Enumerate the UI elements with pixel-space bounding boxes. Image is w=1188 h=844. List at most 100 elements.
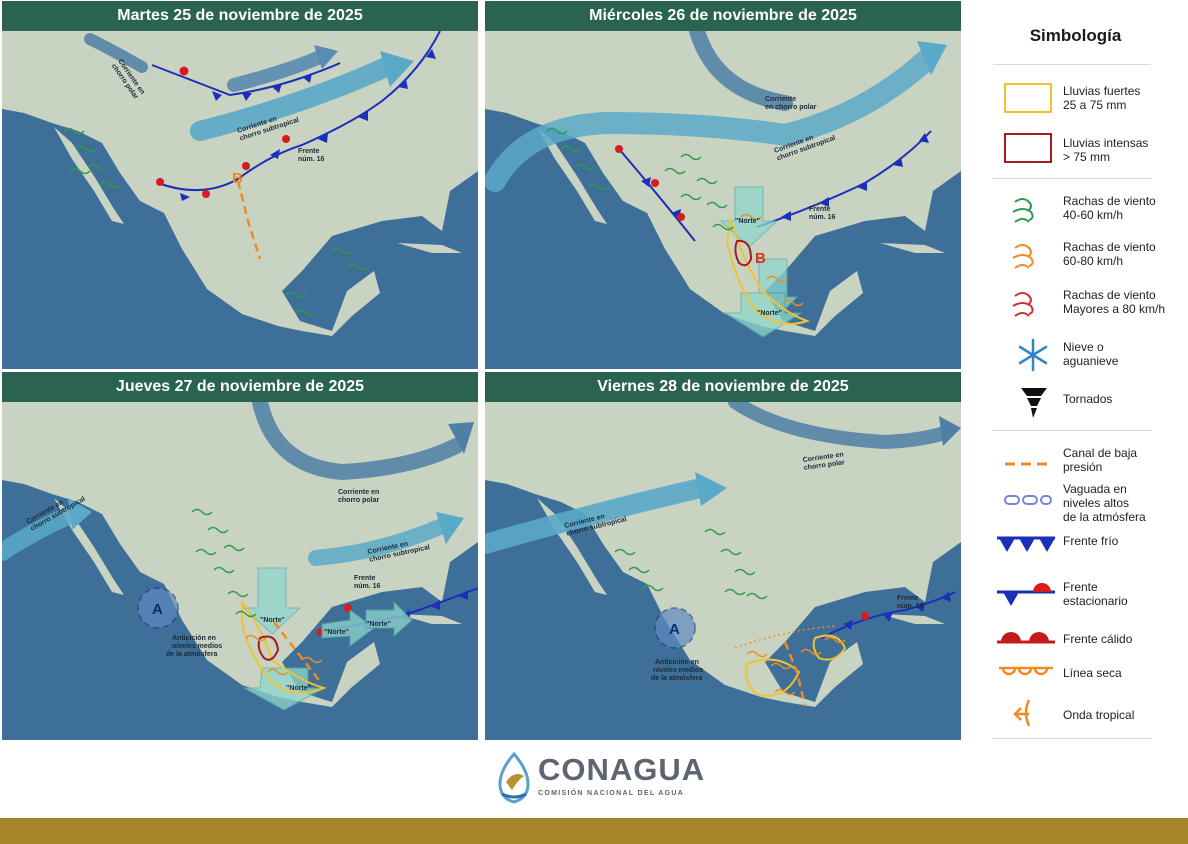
jet-stream-polar: [252, 402, 474, 481]
forecast-map: A Corriente enchorro subtropical Corrien…: [2, 402, 478, 711]
legend-label: de la atmósfera: [1063, 510, 1146, 524]
trough-icon: [993, 444, 1055, 484]
anticyclone-label-line: niveles medios: [172, 643, 222, 650]
jet-stream-subtropical-east: [308, 512, 464, 566]
front-label-line: Frente: [809, 206, 831, 213]
high-pressure-center: A: [654, 607, 696, 649]
logo-subtitle: COMISIÓN NACIONAL DEL AGUA: [538, 790, 685, 797]
legend-label: Frente: [1063, 580, 1098, 594]
legend-item-intense-rain: Lluvias intensas > 75 mm: [963, 130, 1188, 170]
logo-name: CONAGUA: [538, 752, 706, 787]
land-north-america: [2, 31, 478, 336]
warm-front-bumps: [615, 145, 685, 221]
norte-label: "Norte": [735, 218, 760, 225]
footer-band: [0, 818, 1188, 844]
legend-separator: [993, 430, 1151, 431]
norte-label: "Norte": [324, 629, 349, 636]
tornado-icon: [993, 384, 1055, 424]
legend-item-wind-80: Rachas de viento Mayores a 80 km/h: [963, 286, 1188, 326]
land-cuba: [880, 614, 945, 624]
anticyclone-label-line: de la atmósfera: [651, 675, 702, 682]
legend-label: 60-80 km/h: [1063, 254, 1124, 268]
jet-stream-polar: [728, 402, 961, 450]
jet-stream-polar: [689, 31, 793, 111]
anticyclone-label-line: niveles medios: [653, 667, 703, 674]
cold-front-teeth: [843, 592, 951, 630]
jet-label-line: Corriente en: [338, 489, 379, 496]
tropical-wave-icon: [993, 696, 1055, 736]
legend-label: Lluvias fuertes: [1063, 84, 1141, 98]
legend-item-heavy-rain: Lluvias fuertes 25 a 75 mm: [963, 80, 1188, 120]
conagua-logo: CONAGUA COMISIÓN NACIONAL DEL AGUA: [492, 750, 706, 806]
legend-label: aguanieve: [1063, 354, 1119, 368]
low-pressure-label: B: [232, 170, 243, 187]
jet-stream-subtropical: [485, 472, 727, 554]
anticyclone-label-line: Anticición en: [172, 635, 216, 642]
legend-label: Rachas de viento: [1063, 240, 1156, 254]
warm-front-icon: [993, 622, 1055, 662]
wind-gusts-orange: [245, 634, 323, 676]
legend-label: Mayores a 80 km/h: [1063, 302, 1166, 316]
legend-item-wind-40-60: Rachas de viento 40-60 km/h: [963, 192, 1188, 232]
front-label-line: núm. 16: [354, 583, 381, 590]
legend-label: Lluvias intensas: [1063, 136, 1149, 150]
wind-gusts-orange: [746, 636, 846, 696]
legend-panel: Simbología Lluvias fuertes 25 a 75 mm Llu…: [963, 0, 1188, 740]
legend-label: Frente cálido: [1063, 632, 1133, 646]
stationary-front-icon: [993, 574, 1055, 614]
map-panel-jueves: Jueves 27 de noviembre de 2025 A: [2, 372, 478, 740]
legend-label: Frente frío: [1063, 534, 1119, 548]
jet-label-line: en chorro polar: [765, 104, 817, 111]
legend-item-warm-front: Frente cálido: [963, 622, 1188, 662]
legend-label: presión: [1063, 460, 1103, 474]
snowflake-icon: [993, 338, 1055, 378]
warm-front-bumps: [861, 612, 869, 620]
map-panel-viernes: Viernes 28 de noviembre de 2025 A Corr: [485, 372, 961, 740]
legend-label: > 75 mm: [1063, 150, 1111, 164]
front-label-line: núm. 16: [809, 214, 836, 221]
legend-label: Vaguada en: [1063, 482, 1127, 496]
front-label-line: núm. 16: [897, 603, 924, 610]
green-wind-icon: [993, 192, 1055, 232]
cold-front: [151, 62, 341, 97]
legend-item-tropical-wave: Onda tropical: [963, 696, 1188, 736]
land-baja-california: [54, 127, 124, 224]
legend-separator: [993, 178, 1151, 179]
legend-item-stationary-front: Frente estacionario: [963, 574, 1188, 614]
legend-label: estacionario: [1063, 594, 1128, 608]
wind-gusts-orange: [740, 213, 804, 307]
panel-title: Viernes 28 de noviembre de 2025: [485, 372, 961, 402]
orange-wind-icon: [993, 238, 1055, 278]
legend-label: niveles altos: [1063, 496, 1130, 510]
trough-line: [783, 641, 807, 707]
legend-label: Onda tropical: [1063, 708, 1135, 722]
legend-title: Simbología: [1029, 26, 1122, 45]
map-panel-martes: Martes 25 de noviembre de 2025 B Corrie: [2, 1, 478, 369]
jet-stream-polar: [84, 33, 338, 92]
jet-stream-subtropical: [190, 51, 414, 141]
anticyclone-label-line: Anticición en: [655, 659, 699, 666]
yellow-box-icon: [993, 80, 1055, 120]
trough-line: [236, 180, 262, 260]
legend-label: Canal de baja: [1063, 446, 1138, 460]
high-pressure-center: A: [137, 587, 179, 629]
jet-label-line: chorro polar: [338, 497, 380, 504]
dry-line: [734, 625, 836, 649]
legend-separator: [993, 64, 1151, 65]
legend-label: 40-60 km/h: [1063, 208, 1124, 222]
jet-stream-subtropical: [485, 41, 947, 192]
land-cuba: [397, 614, 462, 624]
svg-text:Corriente enchorro polar: Corriente enchorro polar: [338, 489, 380, 504]
wind-gusts-green: [614, 528, 768, 600]
low-pressure-label: B: [755, 250, 766, 267]
legend-label: Línea seca: [1063, 666, 1122, 680]
legend-label: Nieve o: [1063, 340, 1104, 354]
upper-trough-icon: [993, 482, 1055, 522]
front-label-line: Frente: [354, 575, 376, 582]
jet-label-line: Corriente: [765, 96, 796, 103]
red-box-icon: [993, 130, 1055, 170]
